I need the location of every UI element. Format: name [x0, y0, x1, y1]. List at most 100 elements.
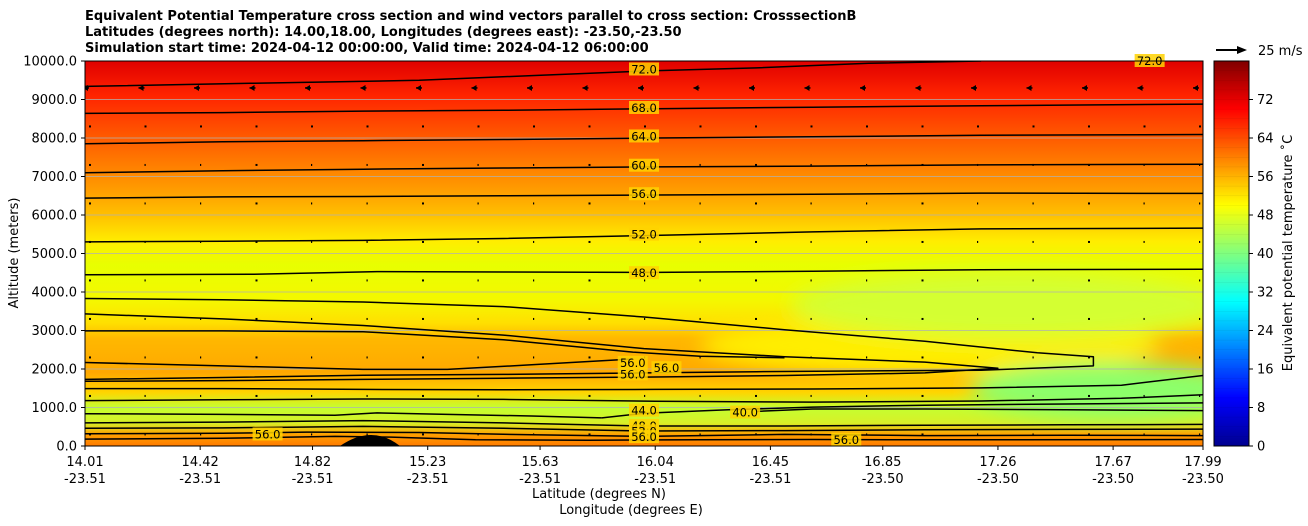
- title-line-3: Simulation start time: 2024-04-12 00:00:…: [85, 41, 649, 56]
- wind-vector: [255, 317, 258, 320]
- wind-vector: [755, 240, 757, 243]
- wind-vector: [1088, 202, 1090, 205]
- colorbar-tick-label: 48: [1257, 209, 1274, 224]
- wind-vector: [366, 240, 368, 243]
- contour-label: 68.0: [631, 101, 657, 115]
- contour-label: 56.0: [255, 427, 281, 441]
- colorbar-tick-label: 64: [1257, 132, 1274, 147]
- contour-label-bg: [252, 427, 283, 441]
- wind-vector: [255, 163, 258, 166]
- contour-56: [85, 374, 1203, 391]
- x-axis-label-2: Longitude (degrees E): [559, 503, 703, 518]
- contour-label: 56.0: [654, 361, 680, 375]
- wind-vector: [477, 317, 479, 320]
- wind-vector: [255, 394, 258, 397]
- wind-vector: [1088, 433, 1090, 436]
- wind-vector-head: [471, 84, 477, 91]
- wind-vector: [644, 394, 646, 397]
- contour-label-bg: [629, 158, 659, 172]
- wind-vector: [255, 356, 258, 359]
- wind-vector: [921, 163, 924, 166]
- wind-vector: [311, 163, 313, 166]
- contour-label-bg: [629, 227, 659, 241]
- x-tick-lon: -23.50: [1092, 472, 1134, 487]
- wind-vector: [477, 163, 479, 166]
- wind-vector-head: [582, 84, 588, 91]
- wind-vector: [921, 202, 924, 205]
- wind-vector: [1143, 125, 1146, 128]
- wind-vector: [366, 433, 368, 436]
- contour-label: 60.0: [631, 159, 657, 173]
- wind-vector: [588, 125, 591, 128]
- x-tick-lon: -23.51: [519, 472, 561, 487]
- wind-vector: [977, 317, 979, 320]
- wind-vector: [699, 356, 701, 359]
- y-tick-label: 1000.0: [32, 401, 78, 416]
- wind-vector: [810, 356, 812, 359]
- contour-label: 56.0: [631, 187, 657, 201]
- contour-52: [85, 394, 1203, 403]
- contour-label-bg: [629, 100, 659, 114]
- wind-vector: [366, 279, 368, 282]
- y-tick-label: 0.0: [56, 440, 77, 455]
- wind-vector: [1088, 125, 1090, 128]
- wind-vector: [255, 240, 258, 243]
- wind-vector: [921, 125, 924, 128]
- x-tick-lat: 14.01: [66, 455, 103, 470]
- x-tick-lat: 16.85: [864, 455, 901, 470]
- wind-vector: [366, 125, 369, 128]
- wind-vector: [755, 163, 757, 166]
- wind-vector: [921, 240, 924, 243]
- wind-vector: [422, 163, 424, 166]
- wind-vector: [311, 240, 313, 243]
- wind-vector: [144, 356, 146, 359]
- wind-vector: [144, 163, 146, 166]
- wind-vector: [422, 125, 424, 128]
- wind-vector: [699, 163, 701, 166]
- wind-vector: [977, 356, 979, 359]
- x-tick-lon: -23.51: [749, 472, 791, 487]
- wind-vector-head: [804, 84, 810, 91]
- wind-vector: [699, 317, 701, 320]
- colorbar-tick-label: 56: [1257, 170, 1274, 185]
- contour-label-bg: [617, 355, 648, 369]
- wind-vector: [200, 125, 202, 128]
- terrain: [340, 435, 400, 446]
- wind-vector-head: [249, 84, 255, 91]
- wind-vector: [200, 433, 202, 436]
- contour-72: [85, 61, 982, 88]
- wind-vector: [533, 240, 535, 243]
- wind-vector: [311, 202, 313, 205]
- contour-56: [85, 192, 1203, 199]
- wind-vector: [422, 433, 424, 436]
- contour-label-bg: [629, 403, 659, 417]
- wind-vector: [200, 202, 202, 205]
- wind-vector: [755, 317, 757, 320]
- wind-vector: [1143, 394, 1145, 397]
- wind-vector: [866, 356, 868, 359]
- wind-vector: [866, 202, 868, 205]
- x-tick-lat: 14.82: [294, 455, 331, 470]
- wind-vector: [422, 202, 424, 205]
- wind-vector: [1143, 202, 1145, 205]
- y-tick-label: 5000.0: [32, 247, 78, 262]
- contour-label-bg: [831, 432, 862, 446]
- wind-vector: [588, 433, 591, 436]
- wind-vector: [588, 394, 591, 397]
- wind-vector: [144, 125, 147, 128]
- title-line-1: Equivalent Potential Temperature cross s…: [85, 9, 857, 24]
- wind-vector: [921, 317, 924, 320]
- wind-vector: [477, 279, 479, 282]
- wind-vector: [699, 202, 701, 205]
- contour-label: 56.0: [631, 430, 657, 444]
- contour-68: [85, 103, 1203, 115]
- wind-key-label: 25 m/s: [1258, 44, 1303, 59]
- x-tick-lat: 17.99: [1184, 455, 1221, 470]
- x-tick-lon: -23.50: [977, 472, 1019, 487]
- wind-vector: [311, 433, 313, 436]
- wind-vector: [1199, 240, 1201, 243]
- wind-vector: [977, 163, 979, 166]
- wind-vector: [200, 394, 202, 397]
- wind-vector: [977, 279, 979, 282]
